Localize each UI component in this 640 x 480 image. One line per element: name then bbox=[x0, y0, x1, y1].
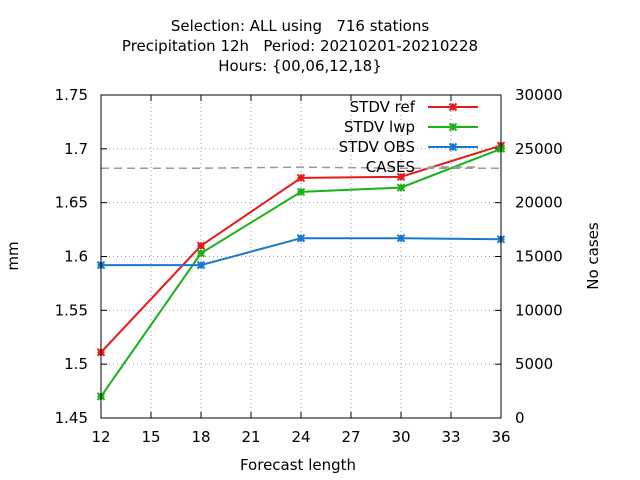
x-tick-label: 24 bbox=[291, 428, 310, 446]
x-tick-label: 33 bbox=[441, 428, 460, 446]
legend-marker-stdv-obs bbox=[448, 142, 458, 152]
legend-label-cases: CASES bbox=[366, 158, 415, 176]
y-tick-label: 1.65 bbox=[55, 194, 88, 212]
x-marker bbox=[396, 183, 406, 192]
data-point-stdv-obs bbox=[296, 233, 306, 243]
x-marker bbox=[296, 233, 306, 243]
chart-hours-line: Hours: {00,06,12,18} bbox=[218, 57, 382, 75]
x-axis-label: Forecast length bbox=[240, 456, 356, 474]
y2-tick-label: 20000 bbox=[515, 194, 563, 212]
x-marker bbox=[296, 187, 306, 197]
x-tick-label: 30 bbox=[391, 428, 410, 446]
data-point-stdv-ref bbox=[196, 241, 206, 250]
x-marker bbox=[296, 173, 306, 183]
legend-label-stdv-lwp: STDV lwp bbox=[344, 118, 415, 136]
axis-ticks: 12 15 18 21 24 27 30 33 36 1.45 1.5 1.55 1.6 1.65 1.7 1… bbox=[55, 86, 563, 446]
y-tick-label: 1.75 bbox=[55, 86, 88, 104]
y2-tick-label: 25000 bbox=[515, 140, 563, 158]
x-tick-label: 15 bbox=[141, 428, 160, 446]
data-point-stdv-obs bbox=[196, 260, 206, 270]
grid bbox=[101, 95, 501, 418]
data-point-stdv-lwp bbox=[296, 187, 306, 197]
legend-label-stdv-obs: STDV OBS bbox=[339, 138, 415, 156]
data-point-stdv-lwp bbox=[396, 183, 406, 192]
legend-label-stdv-ref: STDV ref bbox=[350, 98, 416, 116]
x-tick-label: 27 bbox=[341, 428, 360, 446]
x-marker bbox=[196, 241, 206, 250]
x-marker bbox=[396, 233, 406, 243]
y2-tick-label: 15000 bbox=[515, 248, 563, 266]
y-tick-label: 1.7 bbox=[64, 140, 88, 158]
x-marker bbox=[196, 249, 206, 258]
x-tick-label: 36 bbox=[491, 428, 510, 446]
x-tick-label: 18 bbox=[191, 428, 210, 446]
legend: STDV ref STDV lwp STDV OBS CASES bbox=[339, 98, 478, 176]
y-tick-label: 1.6 bbox=[64, 248, 88, 266]
chart-title: Selection: ALL using 716 stations bbox=[170, 17, 430, 35]
x-tick-label: 12 bbox=[91, 428, 110, 446]
legend-marker-stdv-lwp bbox=[448, 122, 458, 132]
plot-frame bbox=[100, 94, 502, 419]
y-tick-label: 1.55 bbox=[55, 301, 88, 319]
series-line-cases bbox=[101, 166, 501, 169]
y-axis-label: mm bbox=[4, 241, 22, 270]
y2-tick-label: 0 bbox=[515, 409, 525, 427]
y2-tick-label: 10000 bbox=[515, 301, 563, 319]
y2-tick-label: 5000 bbox=[515, 355, 553, 373]
chart-subtitle: Precipitation 12h Period: 20210201-20210… bbox=[121, 37, 479, 55]
x-marker bbox=[196, 260, 206, 270]
legend-marker-stdv-ref bbox=[448, 102, 458, 112]
y-tick-label: 1.5 bbox=[64, 355, 88, 373]
y-tick-label: 1.45 bbox=[55, 409, 88, 427]
x-tick-label: 21 bbox=[241, 428, 260, 446]
data-point-stdv-ref bbox=[296, 173, 306, 183]
x-marker bbox=[396, 172, 406, 182]
y2-axis-label: No cases bbox=[584, 222, 602, 290]
data-point-stdv-lwp bbox=[196, 249, 206, 258]
y2-tick-label: 30000 bbox=[515, 86, 563, 104]
data-point-stdv-obs bbox=[396, 233, 406, 243]
data-point-stdv-ref bbox=[396, 172, 406, 182]
